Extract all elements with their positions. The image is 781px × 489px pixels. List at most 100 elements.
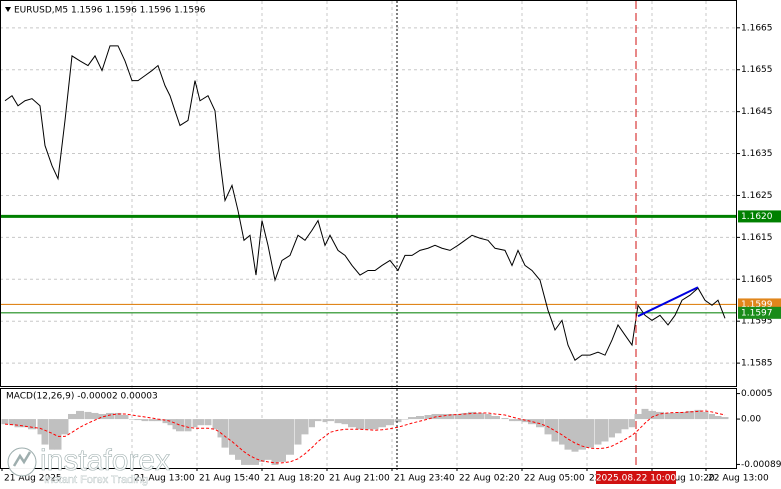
histogram-bar	[247, 419, 253, 465]
histogram-bar	[106, 412, 114, 420]
histogram-bar	[9, 419, 15, 426]
histogram-bar	[461, 412, 469, 420]
histogram-bar	[438, 413, 446, 420]
histogram-bar	[154, 419, 162, 422]
x-tick-label: 22 Aug 02:20	[459, 474, 520, 484]
histogram-bar	[286, 419, 294, 455]
histogram-bar	[468, 411, 476, 420]
x-tick-label: 21 Aug 23:40	[394, 474, 455, 484]
histogram-bar	[259, 419, 265, 462]
histogram-bar	[609, 419, 615, 438]
histogram-bar	[678, 411, 686, 420]
x-tick-label: 21 Aug 13:00	[134, 474, 195, 484]
histogram-bar	[176, 419, 184, 432]
histogram-bar	[671, 412, 679, 420]
level-label-box	[738, 210, 781, 223]
histogram-bar	[76, 410, 84, 420]
histogram-bar	[709, 413, 715, 420]
x-tick-label: 22 Aug 10:20	[654, 474, 715, 484]
histogram-bar	[408, 417, 416, 420]
histogram-bar	[578, 419, 586, 450]
y-tick-label: 0.00	[741, 415, 761, 425]
histogram-bar	[184, 419, 192, 432]
histogram-bar	[341, 419, 349, 425]
x-tick-label: 21 Aug 2025	[4, 474, 62, 484]
y-tick-label: 1.1665	[741, 23, 773, 33]
watermark-tagline: Instant Forex Trading	[44, 474, 148, 486]
histogram-bar	[484, 413, 492, 420]
x-tick-label: 22 Aug 05:00	[524, 474, 585, 484]
histogram-bar	[1, 419, 9, 425]
histogram-bar	[571, 419, 579, 452]
watermark-logo	[7, 447, 37, 477]
histogram-bar	[634, 413, 642, 420]
histogram-bar	[476, 412, 484, 420]
histogram-bar	[656, 411, 664, 420]
histogram-bar	[334, 419, 342, 424]
histogram-bar	[528, 419, 536, 425]
histogram-bar	[301, 419, 309, 435]
histogram-bar	[721, 417, 729, 420]
histogram-bar	[509, 419, 515, 422]
watermark-logo-mark	[12, 451, 32, 467]
histogram-bar	[172, 419, 178, 430]
level-label: 1.1597	[741, 308, 773, 318]
histogram-bar	[621, 419, 629, 430]
histogram-bar	[229, 419, 235, 455]
histogram-bar	[294, 419, 302, 445]
histogram-bar	[356, 419, 364, 430]
histogram-bar	[714, 416, 722, 420]
histogram-bar	[121, 414, 129, 420]
histogram-bar	[386, 419, 394, 426]
histogram-bar	[98, 413, 106, 420]
x-tick-label: 21 Aug 15:40	[199, 474, 260, 484]
y-tick-label: 1.1585	[741, 359, 773, 369]
x-tick-label: 21 Aug 18:20	[264, 474, 325, 484]
macd-frame	[0, 388, 737, 469]
histogram-bar	[129, 419, 135, 420]
histogram-bar	[686, 410, 694, 420]
histogram-bar	[454, 413, 462, 420]
histogram-bar	[514, 419, 522, 422]
histogram-bar	[204, 419, 212, 426]
histogram-bar	[629, 419, 635, 428]
price-line	[4, 45, 726, 361]
histogram-bar	[41, 419, 49, 445]
histogram-bar	[586, 419, 594, 448]
histogram-bar	[501, 418, 509, 420]
histogram-bar	[49, 419, 55, 450]
histogram-bar	[694, 409, 702, 420]
histogram-bar	[394, 419, 402, 423]
y-tick-label: 1.1635	[741, 149, 773, 159]
histogram-bar	[68, 413, 76, 420]
histogram-bar	[594, 419, 602, 445]
histogram-bar	[134, 419, 142, 421]
histogram-bar	[84, 411, 92, 420]
time-marker-box	[596, 471, 676, 484]
histogram-bar	[701, 411, 709, 420]
level-label: 1.1599	[741, 300, 773, 310]
title-arrow	[5, 7, 11, 12]
y-tick-label: 1.1595	[741, 317, 773, 327]
y-tick-label: 1.1605	[741, 275, 773, 285]
y-tick-label: 1.1615	[741, 233, 773, 243]
histogram-bar	[54, 419, 62, 450]
histogram-bar	[648, 410, 656, 420]
histogram-bar	[264, 419, 272, 460]
histogram-bar	[551, 419, 559, 442]
histogram-bar	[601, 419, 609, 442]
trend-line	[637, 286, 699, 318]
histogram-bar	[446, 413, 454, 420]
macd-title: MACD(12,26,9) -0.00002 0.00003	[6, 392, 158, 402]
histogram-bar	[28, 419, 36, 430]
histogram-bar	[91, 412, 99, 420]
price-frame	[0, 0, 737, 387]
histogram-bar	[614, 419, 622, 434]
histogram-bar	[192, 419, 198, 428]
histogram-bar	[141, 419, 149, 422]
histogram-bar	[196, 419, 204, 426]
time-marker-label: 2025.08.22 10:00	[596, 474, 677, 484]
